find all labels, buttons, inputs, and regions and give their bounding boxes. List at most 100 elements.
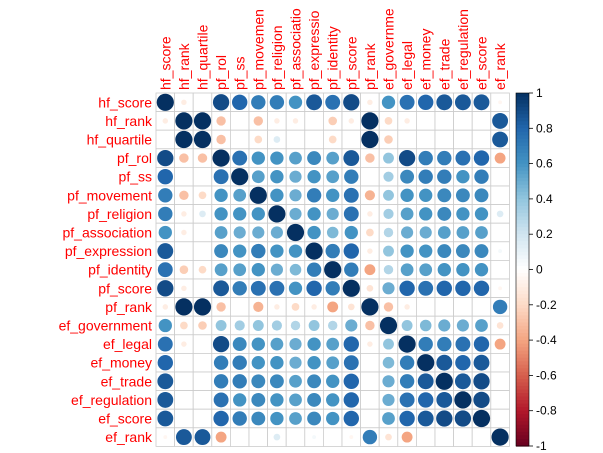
corr-circle-pf_association-ef_money bbox=[419, 226, 432, 239]
corr-circle-pf_association-pf_expression bbox=[307, 225, 321, 240]
row-label-ef_trade: ef_trade bbox=[101, 373, 153, 389]
corr-circle-ef_government-hf_quartile bbox=[198, 321, 207, 330]
colorbar-segment bbox=[516, 110, 529, 115]
colorbar-segment bbox=[516, 213, 529, 218]
colorbar-segment bbox=[516, 149, 529, 154]
corr-circle-ef_government-ef_money bbox=[419, 319, 432, 332]
corr-circle-ef_trade-hf_score bbox=[157, 373, 174, 390]
colorbar-segment bbox=[516, 188, 529, 193]
corr-circle-hf_score-ef_score bbox=[473, 94, 490, 111]
corr-circle-ef_legal-ef_trade bbox=[437, 336, 452, 352]
corr-circle-pf_score-pf_ss bbox=[232, 281, 247, 296]
corr-circle-pf_ss-hf_rank bbox=[183, 175, 185, 178]
corr-circle-pf_rol-ef_trade bbox=[437, 150, 452, 166]
corr-circle-ef_legal-pf_movement bbox=[251, 337, 265, 351]
corr-circle-hf_quartile-ef_legal bbox=[406, 138, 408, 141]
corr-circle-pf_rank-hf_quartile bbox=[193, 298, 212, 316]
corr-circle-ef_government-ef_government bbox=[379, 316, 398, 335]
corr-circle-hf_quartile-ef_money bbox=[424, 138, 427, 141]
colorbar-segment bbox=[516, 318, 529, 324]
colorbar-segment bbox=[516, 96, 529, 101]
corr-circle-hf_score-hf_quartile bbox=[201, 101, 204, 104]
corr-circle-ef_government-pf_expression bbox=[308, 320, 320, 331]
corr-circle-ef_score-pf_expression bbox=[307, 411, 322, 426]
column-label-ef_legal: ef_legal bbox=[399, 41, 415, 90]
corr-circle-ef_rank-ef_money bbox=[424, 436, 427, 438]
corr-circle-ef_rank-pf_identity bbox=[331, 436, 334, 438]
corr-circle-ef_regulation-hf_score bbox=[157, 391, 174, 408]
corr-circle-hf_score-ef_regulation bbox=[454, 94, 471, 111]
corr-circle-pf_expression-ef_legal bbox=[400, 244, 414, 258]
colorbar-segment bbox=[516, 378, 529, 384]
corr-circle-ef_regulation-ef_legal bbox=[399, 392, 415, 408]
corr-circle-ef_legal-pf_expression bbox=[307, 337, 321, 351]
corr-circle-pf_expression-hf_quartile bbox=[201, 250, 204, 252]
corr-circle-pf_religion-pf_rank bbox=[367, 211, 373, 217]
column-label-ef_money: ef_money bbox=[418, 29, 434, 90]
row-label-hf_score: hf_score bbox=[98, 94, 152, 110]
colorbar-segment bbox=[516, 403, 529, 408]
corr-circle-ef_rank-ef_government bbox=[385, 433, 392, 441]
row-label-pf_identity: pf_identity bbox=[88, 262, 152, 278]
corr-circle-pf_rol-ef_rank bbox=[494, 152, 506, 164]
corr-circle-hf_score-ef_money bbox=[418, 94, 434, 110]
corr-circle-hf_quartile-pf_score bbox=[350, 138, 353, 141]
corr-circle-ef_regulation-pf_association bbox=[289, 393, 302, 407]
corr-circle-pf_identity-pf_religion bbox=[270, 263, 283, 276]
corr-circle-ef_money-hf_rank bbox=[183, 361, 185, 364]
colorbar-segment bbox=[516, 128, 529, 133]
corr-circle-hf_score-ef_rank bbox=[498, 100, 503, 105]
corr-circle-pf_expression-ef_government bbox=[383, 245, 394, 257]
corr-circle-ef_regulation-ef_score bbox=[473, 391, 490, 409]
corr-circle-ef_regulation-ef_rank bbox=[499, 399, 501, 401]
corr-circle-pf_identity-pf_rank bbox=[364, 264, 376, 276]
corr-circle-ef_score-ef_money bbox=[417, 410, 434, 427]
colorbar-segment bbox=[516, 343, 529, 348]
corr-circle-pf_rank-pf_score bbox=[347, 303, 355, 311]
column-labels: hf_score hf_rank hf_quartile pf_rol pf_ss pf_… bbox=[157, 8, 508, 90]
corr-circle-ef_trade-ef_money bbox=[417, 373, 434, 390]
column-label-ef_government: ef_governme bbox=[381, 8, 397, 90]
corr-circle-hf_quartile-pf_ss bbox=[238, 138, 241, 141]
corr-circle-ef_government-hf_score bbox=[158, 318, 172, 333]
colorbar-segment bbox=[516, 234, 529, 239]
corr-circle-ef_trade-ef_trade bbox=[435, 372, 453, 390]
corr-circle-pf_movement-pf_religion bbox=[270, 188, 284, 202]
corr-circle-pf_ss-hf_score bbox=[157, 169, 173, 185]
corr-circle-pf_association-pf_association bbox=[286, 223, 305, 242]
corr-circle-pf_identity-ef_score bbox=[474, 263, 489, 277]
colorbar-segment bbox=[516, 431, 529, 437]
colorbar-segment bbox=[516, 325, 529, 331]
colorbar-segment bbox=[516, 255, 529, 260]
colorbar-segment bbox=[516, 223, 529, 228]
colorbar-segment bbox=[516, 237, 529, 242]
corr-circle-hf_quartile-hf_score bbox=[164, 138, 167, 141]
corr-circle-ef_score-pf_score bbox=[343, 410, 359, 427]
corr-circle-pf_identity-pf_ss bbox=[233, 263, 247, 277]
corr-circle-ef_score-ef_rank bbox=[499, 417, 501, 420]
corr-circle-ef_trade-pf_rank bbox=[369, 380, 371, 383]
colorbar-tick-label: 0.6 bbox=[536, 157, 553, 171]
corr-circle-hf_rank-pf_religion bbox=[274, 118, 280, 124]
colorbar-segment bbox=[516, 273, 529, 278]
colorbar-segment bbox=[516, 269, 529, 274]
corr-circle-ef_government-ef_trade bbox=[438, 319, 451, 332]
row-label-hf_rank: hf_rank bbox=[105, 113, 153, 129]
colorbar-tick-label: -1 bbox=[536, 439, 547, 453]
corr-circle-pf_expression-pf_rank bbox=[367, 248, 373, 254]
corr-circle-pf_rol-ef_regulation bbox=[455, 150, 471, 166]
column-label-hf_score: hf_score bbox=[157, 36, 173, 90]
corr-circle-pf_association-pf_religion bbox=[270, 226, 283, 239]
colorbar-tick-label: 0 bbox=[536, 263, 543, 277]
corr-circle-pf_religion-ef_score bbox=[474, 207, 489, 221]
corr-circle-pf_rank-pf_rank bbox=[361, 298, 379, 316]
corr-circle-pf_ss-pf_association bbox=[289, 170, 302, 183]
corr-circle-hf_rank-ef_regulation bbox=[462, 120, 464, 122]
row-label-pf_movement: pf_movement bbox=[67, 187, 152, 203]
corr-circle-pf_rol-hf_score bbox=[157, 149, 174, 167]
column-label-ef_regulation: ef_regulation bbox=[455, 9, 471, 90]
colorbar-segment bbox=[516, 198, 529, 204]
corr-circle-pf_expression-hf_score bbox=[157, 243, 174, 260]
corr-circle-ef_trade-pf_movement bbox=[251, 374, 266, 389]
colorbar-segment bbox=[516, 315, 529, 320]
